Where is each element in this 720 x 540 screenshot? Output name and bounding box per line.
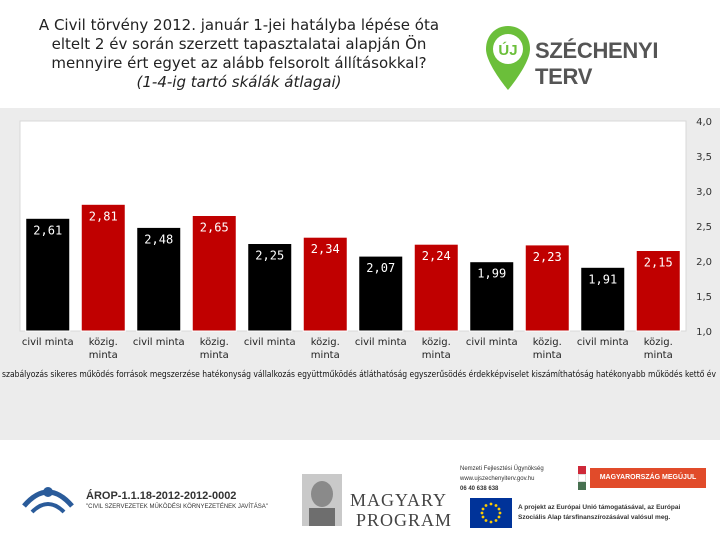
map-pin-icon: ÚJ <box>486 26 530 90</box>
eu-line-2: Szociális Alap társfinanszírozásával val… <box>518 514 671 521</box>
bar <box>247 243 293 332</box>
bar <box>80 203 126 332</box>
y-tick-label: 2,5 <box>696 222 712 233</box>
page-subtitle: (1-4-ig tartó skálák átlagai) <box>136 73 342 91</box>
category-label: civil minta <box>244 337 296 348</box>
szechenyi-terv-logo: ÚJ SZÉCHENYI TERV <box>483 24 708 94</box>
category-label: közig. <box>422 337 451 348</box>
y-tick-label: 3,5 <box>696 152 712 163</box>
bar-value-label: 2,61 <box>33 223 62 237</box>
eu-line-1: A projekt az Európai Unió támogatásával,… <box>518 504 681 511</box>
nfu-line-1: Nemzeti Fejlesztési Ügynökség <box>460 466 544 472</box>
category-label: minta <box>89 350 118 361</box>
category-label: civil minta <box>355 337 407 348</box>
bar <box>25 217 71 332</box>
magyary-line-1: MAGYARY <box>350 490 448 510</box>
bar <box>580 266 626 332</box>
bar <box>136 226 182 332</box>
hu-flag-icon <box>578 466 586 490</box>
logo-badge: ÚJ <box>498 41 517 59</box>
category-label: civil minta <box>22 337 74 348</box>
category-label: közig. <box>200 337 229 348</box>
bar-value-label: 2,65 <box>200 221 229 235</box>
bar-value-label: 2,81 <box>89 209 118 223</box>
bar-value-label: 1,99 <box>477 267 506 281</box>
magyary-portrait-icon <box>302 474 342 526</box>
category-label: minta <box>644 350 673 361</box>
group-labels-line: szabályozás sikeres működés források meg… <box>2 369 717 380</box>
category-label: közig. <box>89 337 118 348</box>
magyary-line-2: PROGRAM <box>356 510 453 530</box>
bar <box>413 243 459 332</box>
eu-flag-icon <box>470 498 512 528</box>
page-title: A Civil törvény 2012. január 1-jei hatál… <box>14 16 464 92</box>
arop-title: ÁROP-1.1.18-2012-2012-0002 <box>86 490 237 502</box>
category-label: minta <box>422 350 451 361</box>
category-label: minta <box>533 350 562 361</box>
category-label: minta <box>200 350 229 361</box>
y-tick-label: 2,0 <box>696 257 712 268</box>
bar-value-label: 2,15 <box>644 256 673 270</box>
bar-value-label: 2,07 <box>366 261 395 275</box>
title-line-3: mennyire ért egyet az alább felsorolt ál… <box>51 54 427 72</box>
title-line-1: A Civil törvény 2012. január 1-jei hatál… <box>38 16 440 34</box>
bar-value-label: 2,34 <box>311 242 340 256</box>
bar <box>358 255 404 332</box>
bar <box>524 244 570 332</box>
title-line-2: eltelt 2 év során szerzett tapasztalatai… <box>51 35 427 53</box>
bar-value-label: 2,23 <box>533 250 562 264</box>
bar-value-label: 2,48 <box>144 232 173 246</box>
arop-subtitle: "CIVIL SZERVEZETEK MŰKÖDÉSI KÖRNYEZETÉNE… <box>86 504 268 510</box>
footer: ÁROP-1.1.18-2012-2012-0002 "CIVIL SZERVE… <box>0 440 720 540</box>
plot-background <box>19 120 687 332</box>
bar-chart: 1,0 1,5 2,0 2,5 3,0 3,5 4,0 2,61 civil minta 2,81… <box>2 117 717 380</box>
header: A Civil törvény 2012. január 1-jei hatál… <box>0 0 720 108</box>
y-tick-label: 4,0 <box>696 117 712 128</box>
bar <box>191 215 237 332</box>
bar-value-label: 1,91 <box>588 272 617 286</box>
y-tick-label: 1,0 <box>696 327 712 338</box>
bar-value-label: 2,25 <box>255 249 284 263</box>
chart-area: 1,0 1,5 2,0 2,5 3,0 3,5 4,0 2,61 civil minta 2,81… <box>0 108 720 440</box>
nfu-line-2: www.ujszechenyiterv.gov.hu <box>460 476 535 482</box>
nfu-line-3: 06 40 638 638 <box>460 486 499 492</box>
bar <box>635 250 681 332</box>
category-label: minta <box>311 350 340 361</box>
category-label: közig. <box>533 337 562 348</box>
category-label: közig. <box>644 337 673 348</box>
y-tick-label: 3,0 <box>696 187 712 198</box>
category-label: közig. <box>311 337 340 348</box>
bar-value-label: 2,24 <box>422 249 451 263</box>
arop-logo-icon <box>22 487 74 514</box>
category-label: civil minta <box>466 337 518 348</box>
category-label: civil minta <box>577 337 629 348</box>
category-label: civil minta <box>133 337 185 348</box>
hungary-renews-badge: MAGYARORSZÁG MEGÚJUL <box>590 468 706 488</box>
y-tick-label: 1,5 <box>696 292 712 303</box>
bar <box>302 236 348 332</box>
bar <box>469 261 515 332</box>
logo-text: SZÉCHENYI TERV <box>535 38 659 89</box>
